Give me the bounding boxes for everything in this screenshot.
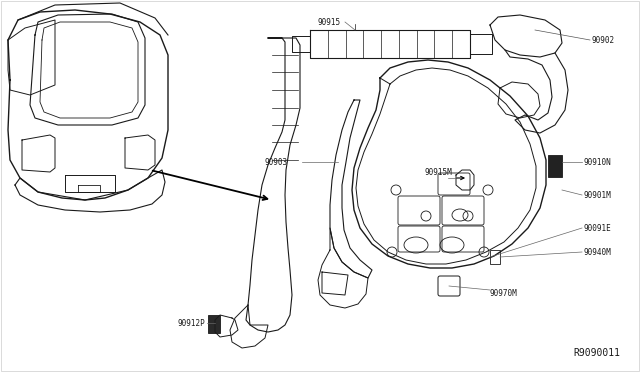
Text: 90915M: 90915M: [425, 167, 452, 176]
Text: R9090011: R9090011: [573, 348, 620, 358]
FancyBboxPatch shape: [548, 155, 562, 177]
Text: 90903: 90903: [265, 157, 288, 167]
Text: 90912P: 90912P: [178, 318, 205, 327]
FancyBboxPatch shape: [208, 315, 220, 333]
Text: 90910N: 90910N: [584, 157, 612, 167]
Text: 90915: 90915: [318, 17, 341, 26]
Text: 90940M: 90940M: [584, 247, 612, 257]
Text: 90970M: 90970M: [490, 289, 518, 298]
Text: 90091E: 90091E: [584, 224, 612, 232]
Text: 90902: 90902: [592, 35, 615, 45]
Text: 90901M: 90901M: [584, 190, 612, 199]
